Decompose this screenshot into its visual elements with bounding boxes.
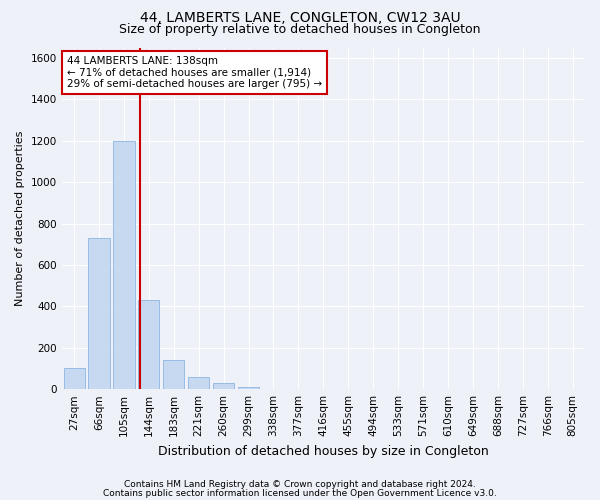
Bar (88, 238, 110, 389)
Text: Contains public sector information licensed under the Open Government Licence v3: Contains public sector information licen… (103, 488, 497, 498)
Bar (113, 140, 134, 389)
Bar (64, 368, 85, 389)
Text: Size of property relative to detached houses in Congleton: Size of property relative to detached ho… (119, 22, 481, 36)
Text: 44, LAMBERTS LANE, CONGLETON, CW12 3AU: 44, LAMBERTS LANE, CONGLETON, CW12 3AU (140, 11, 460, 25)
Bar (163, 360, 184, 389)
Text: Contains HM Land Registry data © Crown copyright and database right 2024.: Contains HM Land Registry data © Crown c… (124, 480, 476, 489)
Bar (138, 300, 160, 389)
X-axis label: Distribution of detached houses by size in Congleton: Distribution of detached houses by size … (158, 444, 489, 458)
Bar (238, 387, 259, 389)
Bar (188, 377, 209, 389)
Text: 44 LAMBERTS LANE: 138sqm
← 71% of detached houses are smaller (1,914)
29% of sem: 44 LAMBERTS LANE: 138sqm ← 71% of detach… (67, 56, 322, 89)
Y-axis label: Number of detached properties: Number of detached properties (15, 130, 25, 306)
Bar (213, 383, 234, 389)
